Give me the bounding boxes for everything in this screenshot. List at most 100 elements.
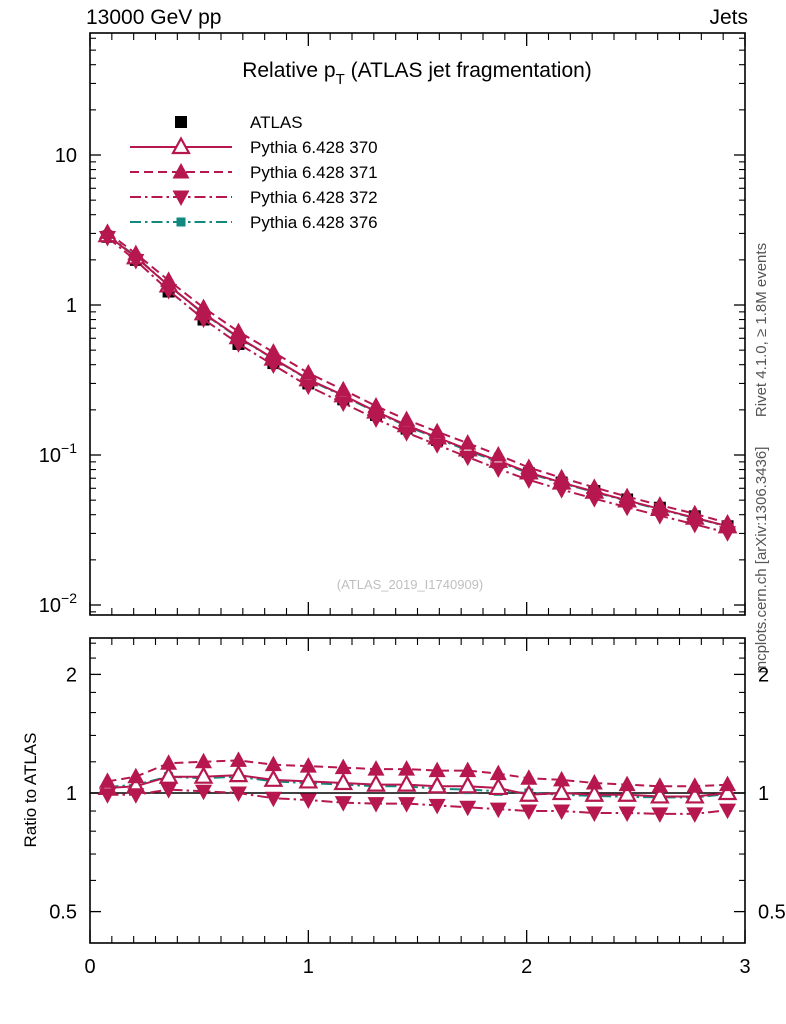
- legend-label: ATLAS: [250, 113, 303, 132]
- x-tick-label: 3: [739, 956, 750, 978]
- data-point-marker: [263, 769, 284, 787]
- ratio-y-tick-label-left: 0.5: [49, 902, 77, 924]
- series-line: [106, 231, 728, 524]
- data-point-marker: [719, 514, 737, 530]
- data-point-marker: [684, 785, 705, 804]
- data-point-marker: [264, 791, 282, 808]
- legend-label: Pythia 6.428 372: [250, 188, 378, 207]
- ratio-series-pythia-6-428-371: [98, 751, 737, 793]
- data-point-marker: [617, 783, 637, 802]
- data-point-marker: [551, 782, 572, 801]
- ratio-y-tick-label-right: 0.5: [758, 902, 786, 924]
- data-point-marker: [171, 136, 191, 155]
- data-point-marker: [334, 396, 352, 413]
- data-point-marker: [489, 764, 507, 781]
- data-point-marker: [520, 473, 538, 489]
- data-point-marker: [299, 793, 317, 809]
- data-point-marker: [299, 364, 317, 380]
- data-point-marker: [553, 483, 571, 499]
- legend: ATLAS Pythia 6.428 370 Pythia 6.428 371 Pyt…: [130, 113, 378, 232]
- data-point-marker: [175, 116, 187, 128]
- data-point-marker: [176, 217, 186, 227]
- series-line: [106, 236, 728, 534]
- data-point-marker: [333, 772, 354, 791]
- data-point-marker: [651, 509, 669, 525]
- data-point-marker: [98, 788, 116, 804]
- data-point-marker: [127, 244, 145, 261]
- data-point-marker: [264, 358, 282, 375]
- legend-item-pythia-6-428-370[interactable]: Pythia 6.428 370: [130, 136, 378, 157]
- ratio-y-tick-label-right: 2: [758, 664, 769, 686]
- data-point-marker: [366, 773, 386, 792]
- data-point-marker: [585, 478, 603, 494]
- data-point-marker: [520, 458, 538, 475]
- data-point-marker: [160, 783, 178, 799]
- data-point-marker: [398, 760, 416, 776]
- rivet-version-sidetext: Rivet 4.1.0, ≥ 1.8M events: [753, 243, 770, 417]
- main-data-series-group: [97, 223, 738, 542]
- plot-title: Relative pT (ATLAS jet fragmentation): [242, 59, 592, 88]
- main-panel-tick-labels: 10 1 10−1 10−2: [39, 145, 77, 617]
- ratio-y-tick-label-left: 2: [66, 664, 77, 686]
- data-point-marker: [459, 800, 477, 817]
- legend-item-pythia-6-428-372[interactable]: Pythia 6.428 372: [130, 188, 378, 207]
- series-line: [106, 234, 728, 528]
- data-point-marker: [367, 412, 385, 428]
- header-beam-label: 13000 GeV pp: [86, 6, 221, 29]
- data-point-marker: [686, 517, 704, 534]
- main-panel-frame: [89, 32, 746, 616]
- data-point-marker: [651, 777, 669, 793]
- main-y-tick-label: 1: [66, 295, 77, 317]
- legend-item-pythia-6-428-371[interactable]: Pythia 6.428 371: [130, 163, 378, 182]
- data-point-marker: [686, 807, 704, 823]
- data-point-marker: [719, 526, 737, 542]
- data-point-marker: [459, 761, 477, 778]
- ratio-axis-label: Ratio to ATLAS: [21, 733, 40, 848]
- data-point-marker: [618, 500, 636, 517]
- data-point-marker: [489, 446, 507, 462]
- data-point-marker: [459, 434, 477, 450]
- main-series-pythia-6-428-376: [102, 230, 733, 532]
- data-point-marker: [686, 504, 704, 521]
- data-point-marker: [651, 496, 669, 512]
- data-point-marker: [367, 397, 385, 413]
- x-tick-label: 1: [303, 956, 314, 978]
- data-point-marker: [459, 450, 477, 467]
- data-point-marker: [584, 783, 605, 802]
- data-point-marker: [229, 786, 247, 802]
- data-point-marker: [172, 163, 190, 179]
- series-line: [107, 759, 728, 788]
- series-line: [107, 788, 728, 815]
- data-point-marker: [299, 379, 317, 396]
- ratio-data-series-group: [97, 751, 738, 823]
- data-point-marker: [427, 775, 448, 794]
- dataset-watermark: (ATLAS_2019_I1740909): [337, 577, 483, 592]
- data-point-marker: [719, 775, 737, 792]
- data-point-marker: [686, 777, 704, 793]
- data-point-marker: [717, 782, 738, 801]
- data-point-marker: [553, 468, 571, 485]
- data-point-marker: [229, 322, 247, 339]
- legend-item-atlas[interactable]: ATLAS: [175, 113, 303, 132]
- data-point-marker: [428, 798, 446, 815]
- data-point-marker: [649, 785, 670, 804]
- data-point-marker: [367, 760, 385, 776]
- data-point-marker: [398, 426, 416, 442]
- data-point-marker: [618, 775, 636, 792]
- mcplots-credit-sidetext: mcplots.cern.ch [arXiv:1306.3436]: [753, 447, 770, 674]
- data-point-marker: [160, 271, 178, 287]
- ratio-y-tick-label-right: 1: [758, 783, 769, 805]
- data-point-marker: [428, 422, 446, 439]
- data-point-marker: [195, 752, 213, 769]
- data-point-marker: [488, 777, 509, 796]
- data-point-marker: [160, 754, 178, 770]
- main-y-tick-label: 10−2: [39, 590, 77, 617]
- data-point-marker: [298, 770, 319, 789]
- header-category-label: Jets: [709, 6, 748, 29]
- legend-item-pythia-6-428-376[interactable]: Pythia 6.428 376: [130, 213, 378, 232]
- ratio-panel-tick-labels: 2 2 1 1 0.5 0.5: [49, 664, 786, 923]
- x-tick-label: 2: [521, 956, 532, 978]
- legend-label: Pythia 6.428 371: [250, 163, 378, 182]
